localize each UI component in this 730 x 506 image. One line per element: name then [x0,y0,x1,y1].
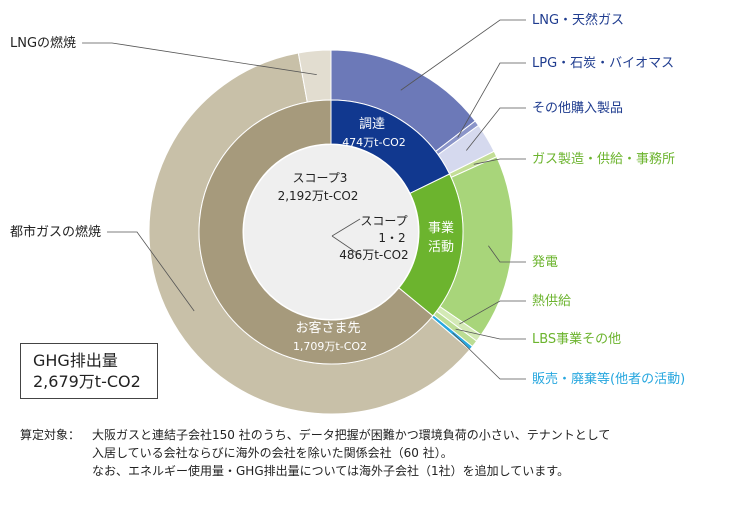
scope12-number: 1・2 [378,231,405,245]
inner-label-business-2: 活動 [428,240,454,255]
footnote-line-3: なお、エネルギー使用量・GHG排出量については海外子会社（1社）を追加しています… [92,464,570,478]
ghg-total-box: GHG排出量 2,679万t-CO2 [20,343,158,399]
inner-label-customers: お客さま先 [295,320,360,336]
segment-labels: LNG・天然ガス LPG・石炭・バイオマスその他購入製品ガス製造・供給・事務所発電… [10,12,685,387]
leader-line-8 [107,231,195,312]
scope3-value: 2,192万t-CO2 [278,189,359,203]
leader-line-2 [466,107,526,151]
leader-line-7 [452,332,526,380]
inner-label-business-1: 事業 [428,220,454,236]
footnote-line-1: 大阪ガスと連結子会社150 社のうち、データ把握が困難かつ環境負荷の小さい、テナ… [92,428,611,442]
outer-label-9: LNGの燃焼 [10,35,76,51]
leader-lines [82,19,526,380]
leader-line-4 [488,245,526,263]
scope12-label: スコープ [360,214,407,228]
inner-value-customers: 1,709万t-CO2 [293,340,367,353]
outer-label-0: LNG・天然ガス [532,12,624,28]
leader-line-3 [473,158,526,165]
outer-label-7: 販売・廃棄等(他者の活動) [532,371,685,387]
scope3-label: スコープ3 [293,171,348,185]
center-disc [244,145,418,319]
outer-label-4: 発電 [532,255,558,270]
outer-label-5: 熱供給 [532,294,571,309]
ghg-total-value: 2,679万t-CO2 [33,372,141,391]
scope12-value: 486万t-CO2 [339,248,408,262]
inner-segment-2 [198,99,434,365]
leader-line-0 [400,19,526,91]
outer-label-8: 都市ガスの燃焼 [10,224,101,240]
footnote-line-2: 入居している会社ならびに海外の会社を除いた関係会社（60 社）。 [92,446,453,460]
scope-divider-a [331,218,361,237]
inner-ring [198,99,464,365]
leader-line-9 [82,42,317,76]
leader-line-1 [457,62,526,138]
ghg-total-label: GHG排出量 [33,351,118,370]
leader-line-5 [459,300,526,325]
inner-value-procurement: 474万t-CO2 [342,136,406,149]
outer-label-6: LBS事業その他 [532,331,621,347]
inner-label-procurement: 調達 [359,117,385,132]
leader-line-6 [455,328,526,340]
outer-label-3: ガス製造・供給・事務所 [532,152,675,167]
ghg-donut-chart: LNG・天然ガス LPG・石炭・バイオマスその他購入製品ガス製造・供給・事務所発電… [10,12,685,415]
outer-label-1: LPG・石炭・バイオマス [532,56,674,71]
outer-label-2: その他購入製品 [532,101,623,116]
scope-divider-b [331,235,361,256]
footnote-prefix: 算定対象： [20,428,81,442]
